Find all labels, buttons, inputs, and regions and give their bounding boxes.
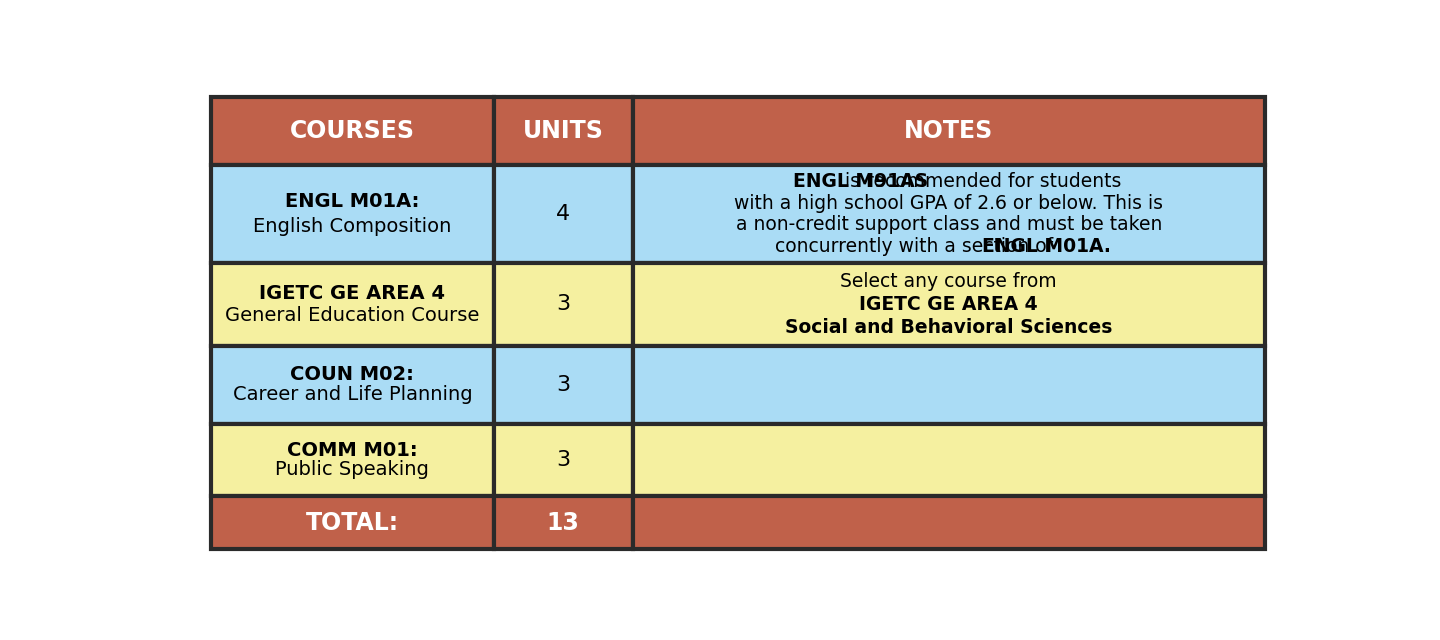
Bar [632,424,1264,496]
Bar [632,346,1264,424]
Bar [212,165,494,263]
Text: 4: 4 [556,204,570,224]
Bar [494,424,632,496]
Text: TOTAL:: TOTAL: [305,511,399,534]
Text: COMM M01:: COMM M01: [287,441,418,460]
Text: 3: 3 [556,450,570,470]
Bar [494,496,632,549]
Text: a non-credit support class and must be taken: a non-credit support class and must be t… [736,216,1162,234]
Text: NOTES: NOTES [904,119,994,143]
Bar [212,263,494,346]
Text: UNITS: UNITS [523,119,603,143]
Bar [494,346,632,424]
Bar [494,165,632,263]
Bar [212,346,494,424]
Text: ENGL M91AS: ENGL M91AS [793,172,929,191]
Bar [212,97,494,165]
Text: is recommended for students: is recommended for students [840,172,1122,191]
Text: Select any course from: Select any course from [841,272,1057,291]
Bar [632,263,1264,346]
Bar [494,97,632,165]
Text: concurrently with a section of: concurrently with a section of [775,237,1060,256]
Bar [494,263,632,346]
Text: IGETC GE AREA 4: IGETC GE AREA 4 [259,284,445,303]
Text: ENGL M01A.: ENGL M01A. [982,237,1110,256]
Bar [212,424,494,496]
Bar [632,496,1264,549]
Text: Social and Behavioral Sciences: Social and Behavioral Sciences [785,318,1112,337]
Text: COURSES: COURSES [289,119,415,143]
Text: 13: 13 [547,511,579,534]
Text: 3: 3 [556,294,570,314]
Text: IGETC GE AREA 4: IGETC GE AREA 4 [860,295,1038,314]
Text: General Education Course: General Education Course [225,306,480,324]
Text: COUN M02:: COUN M02: [291,365,415,384]
Bar [212,496,494,549]
Bar [632,97,1264,165]
Text: English Composition: English Composition [253,218,452,236]
Text: Public Speaking: Public Speaking [275,460,429,479]
Text: 3: 3 [556,374,570,395]
Text: ENGL M01A:: ENGL M01A: [285,192,419,211]
Text: with a high school GPA of 2.6 or below. This is: with a high school GPA of 2.6 or below. … [734,194,1164,213]
Text: Career and Life Planning: Career and Life Planning [233,385,472,404]
Bar [632,165,1264,263]
